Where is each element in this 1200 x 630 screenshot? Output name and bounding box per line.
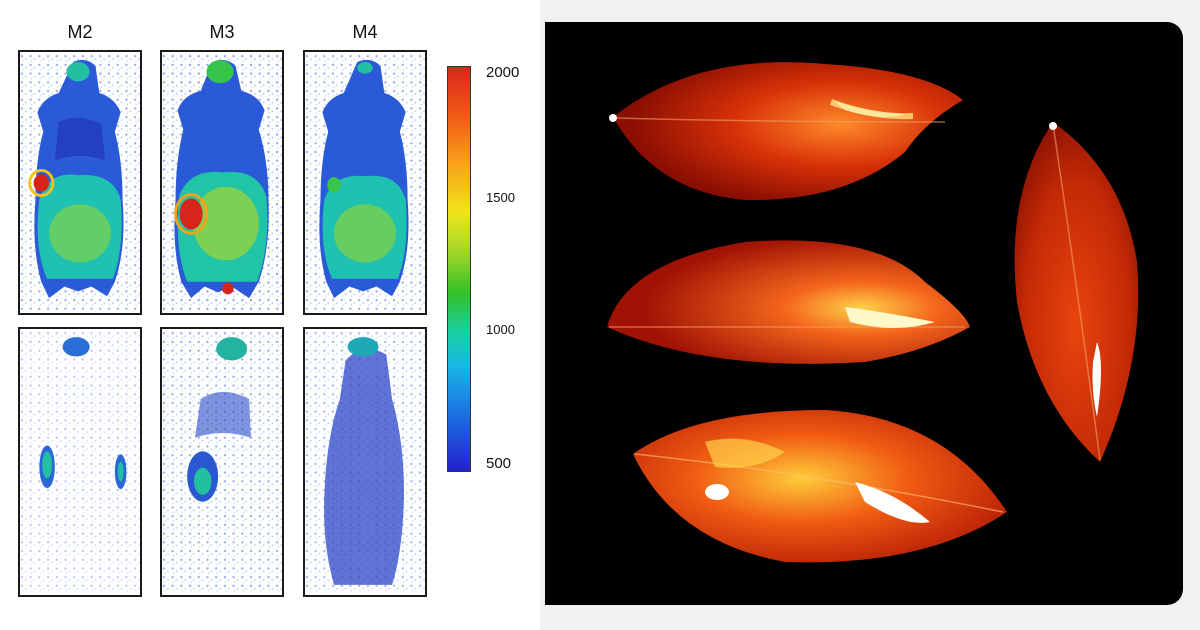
leaf-scan-image	[607, 62, 1139, 563]
leaf-fluorescence-image	[545, 22, 1183, 605]
colorbar-tick-2000: 2000	[486, 64, 520, 81]
mouse-scan-image	[305, 54, 425, 311]
mouse-scan-image	[305, 331, 425, 593]
column-label-m4: M4	[352, 22, 378, 42]
colorbar-tick-1000: 1000	[486, 322, 515, 337]
leaf-2	[607, 240, 970, 364]
mouse-panel-m3-dorsal	[160, 50, 284, 315]
mouse-scan-image	[20, 331, 140, 593]
mouse-panel-m3-ventral	[160, 327, 284, 597]
mouse-scan-image	[162, 54, 282, 311]
leaf-1	[613, 62, 963, 201]
mouse-panel-m4-ventral	[303, 327, 427, 597]
mouse-imaging-figure: M2 M3 M4	[0, 0, 540, 630]
colorbar-tick-500: 500	[486, 455, 512, 472]
mouse-scan-image	[162, 331, 282, 593]
colorbar	[447, 66, 471, 472]
mouse-panel-m2-ventral	[18, 327, 142, 597]
column-label-m3: M3	[209, 22, 235, 42]
mouse-panel-m4-dorsal	[303, 50, 427, 315]
mouse-panel-m2-dorsal	[18, 50, 142, 315]
colorbar-tick-1500: 1500	[486, 190, 515, 205]
leaf-3	[633, 410, 1007, 563]
column-label-m2: M2	[67, 22, 93, 42]
mouse-scan-image	[20, 54, 140, 311]
